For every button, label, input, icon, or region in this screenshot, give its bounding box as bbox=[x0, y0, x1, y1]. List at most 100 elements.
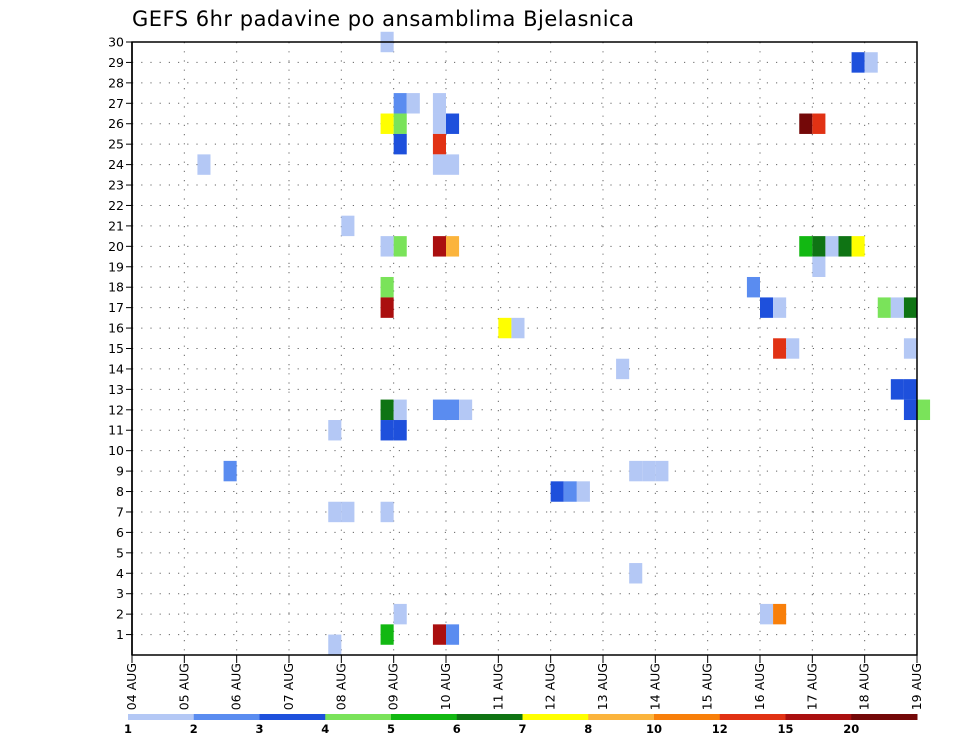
precip-cell bbox=[576, 481, 590, 502]
precip-cell bbox=[380, 624, 394, 645]
precip-cell bbox=[903, 297, 917, 318]
y-tick-label: 27 bbox=[108, 96, 124, 111]
precip-cell bbox=[393, 420, 407, 441]
legend-swatch bbox=[851, 714, 918, 720]
y-tick-label: 18 bbox=[108, 280, 124, 295]
x-tick-label: 11 AUG bbox=[490, 663, 505, 710]
legend-label: 8 bbox=[584, 722, 592, 736]
x-tick-label: 17 AUG bbox=[804, 663, 819, 710]
precip-cell bbox=[406, 93, 420, 114]
y-tick-label: 24 bbox=[108, 157, 124, 172]
precip-cell bbox=[432, 154, 446, 175]
precip-cell bbox=[550, 481, 564, 502]
legend-swatch bbox=[193, 714, 260, 720]
precip-cell bbox=[786, 338, 800, 359]
legend-label: 5 bbox=[387, 722, 395, 736]
y-tick-label: 2 bbox=[116, 607, 124, 622]
x-tick-label: 05 AUG bbox=[176, 663, 191, 710]
precip-cell bbox=[760, 297, 774, 318]
precip-cell bbox=[563, 481, 577, 502]
legend-swatch bbox=[456, 714, 523, 720]
precip-cell bbox=[446, 154, 460, 175]
precip-cell bbox=[917, 399, 931, 421]
x-tick-label: 15 AUG bbox=[700, 663, 715, 710]
precip-cell bbox=[812, 236, 826, 257]
y-tick-label: 29 bbox=[108, 55, 124, 70]
precip-cell bbox=[812, 113, 826, 134]
precip-cell bbox=[393, 603, 407, 625]
precip-cell bbox=[432, 133, 446, 155]
y-axis: 1234567891011121314151617181920212223242… bbox=[108, 35, 133, 655]
y-tick-label: 15 bbox=[108, 341, 124, 356]
precip-cell bbox=[773, 338, 787, 359]
precip-cell bbox=[393, 399, 407, 421]
y-tick-label: 14 bbox=[108, 361, 124, 376]
precip-cell bbox=[498, 317, 512, 339]
precip-cell bbox=[838, 236, 852, 257]
precip-cell bbox=[773, 603, 787, 625]
precip-cell bbox=[393, 113, 407, 134]
precip-cell bbox=[432, 624, 446, 645]
x-tick-label: 08 AUG bbox=[333, 663, 348, 710]
legend-swatch bbox=[588, 714, 655, 720]
y-tick-label: 19 bbox=[108, 259, 124, 274]
x-tick-label: 16 AUG bbox=[752, 663, 767, 710]
y-tick-label: 8 bbox=[116, 484, 124, 499]
precip-cell bbox=[432, 93, 446, 114]
x-tick-label: 10 AUG bbox=[438, 663, 453, 710]
precip-cell bbox=[851, 52, 865, 73]
precip-cell bbox=[903, 379, 917, 400]
precip-cell bbox=[328, 420, 342, 441]
precip-cell bbox=[446, 236, 460, 257]
precip-cell bbox=[341, 215, 355, 237]
precip-cell bbox=[616, 358, 630, 380]
y-tick-label: 20 bbox=[108, 239, 124, 254]
legend-label: 2 bbox=[190, 722, 198, 736]
precip-cell bbox=[812, 256, 826, 277]
y-tick-label: 28 bbox=[108, 75, 124, 90]
legend-label: 3 bbox=[255, 722, 263, 736]
x-tick-label: 07 AUG bbox=[281, 663, 296, 710]
legend-swatch bbox=[259, 714, 326, 720]
precip-cells bbox=[197, 31, 931, 655]
precip-cell bbox=[380, 501, 394, 523]
precip-cell bbox=[877, 297, 891, 318]
legend-swatch bbox=[785, 714, 852, 720]
precip-cell bbox=[380, 297, 394, 318]
x-tick-label: 18 AUG bbox=[857, 663, 872, 710]
precip-cell bbox=[432, 236, 446, 257]
y-tick-label: 17 bbox=[108, 300, 124, 315]
y-tick-label: 25 bbox=[108, 137, 124, 152]
y-tick-label: 26 bbox=[108, 116, 124, 131]
grid-lines bbox=[132, 42, 917, 655]
y-tick-label: 12 bbox=[108, 402, 124, 417]
y-tick-label: 21 bbox=[108, 218, 124, 233]
legend-label: 10 bbox=[646, 722, 662, 736]
y-tick-label: 9 bbox=[116, 464, 124, 479]
y-tick-label: 5 bbox=[116, 545, 124, 560]
precip-cell bbox=[799, 113, 813, 134]
precip-cell bbox=[446, 624, 460, 645]
precip-cell bbox=[655, 460, 669, 482]
legend-swatch bbox=[128, 714, 195, 720]
precip-cell bbox=[760, 603, 774, 625]
x-tick-label: 13 AUG bbox=[595, 663, 610, 710]
x-tick-label: 06 AUG bbox=[229, 663, 244, 710]
precip-cell bbox=[328, 634, 342, 655]
legend-label: 4 bbox=[321, 722, 329, 736]
legend-swatch bbox=[391, 714, 458, 720]
precip-cell bbox=[864, 52, 878, 73]
legend-swatch bbox=[719, 714, 786, 720]
precip-cell bbox=[629, 563, 643, 584]
legend-label: 1 bbox=[124, 722, 132, 736]
precip-cell bbox=[446, 113, 460, 134]
x-tick-label: 12 AUG bbox=[543, 663, 558, 710]
y-tick-label: 13 bbox=[108, 382, 124, 397]
y-tick-label: 23 bbox=[108, 178, 124, 193]
y-tick-label: 16 bbox=[108, 321, 124, 336]
precip-cell bbox=[341, 501, 355, 523]
x-tick-label: 04 AUG bbox=[124, 663, 139, 710]
precip-cell bbox=[890, 297, 904, 318]
precip-cell bbox=[393, 236, 407, 257]
